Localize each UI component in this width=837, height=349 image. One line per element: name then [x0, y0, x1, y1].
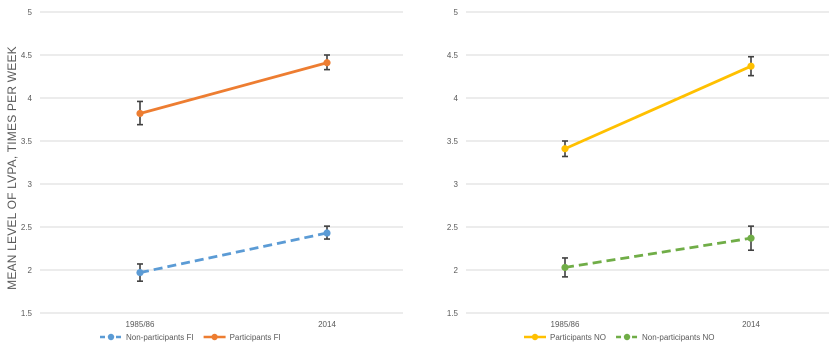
series-line	[139, 61, 328, 115]
y-tick-label: 4.5	[21, 51, 33, 60]
data-point	[561, 145, 569, 153]
legend-marker	[211, 333, 218, 341]
x-tick-label: 1985/86	[551, 320, 580, 329]
chart-finland: 1.5 2 2.5 3 3.5 4 4.5 5 1985/86 2014 Non-participa…	[21, 8, 403, 342]
y-tick-label: 3.5	[21, 137, 33, 146]
y-tick-label: 3	[454, 180, 459, 189]
y-tick-label: 2.5	[447, 223, 459, 232]
y-tick-label: 4	[28, 94, 33, 103]
series-line	[139, 231, 328, 274]
x-tick-label: 2014	[742, 320, 760, 329]
legend-label: Participants FI	[230, 333, 281, 342]
y-tick-label: 2	[454, 266, 459, 275]
data-point	[561, 263, 569, 272]
legend-marker	[623, 333, 631, 341]
y-tick-label: 2.5	[21, 223, 33, 232]
y-tick-label: 3.5	[447, 137, 459, 146]
legend-label: Non-participants NO	[642, 333, 714, 342]
y-tick-label: 5	[28, 8, 33, 17]
y-tick-label: 4	[454, 94, 459, 103]
legend-label: Non-participants FI	[126, 333, 194, 342]
data-point	[747, 234, 755, 242]
legend-label: Participants NO	[550, 333, 606, 342]
series-line	[564, 64, 752, 151]
y-tick-label: 1.5	[21, 309, 33, 318]
x-tick-label: 2014	[318, 320, 336, 329]
series-line	[564, 236, 752, 269]
data-point	[747, 62, 755, 70]
y-tick-label: 4.5	[447, 51, 459, 60]
y-tick-label: 3	[28, 180, 33, 189]
chart-norway: 1.5 2 2.5 3 3.5 4 4.5 5 1985/86 2014 Participants …	[447, 8, 829, 342]
y-tick-label: 2	[28, 266, 33, 275]
data-point	[323, 229, 331, 237]
legend-marker	[107, 333, 115, 341]
legend-marker	[531, 333, 539, 341]
data-point	[323, 59, 331, 67]
data-point	[136, 268, 144, 277]
y-axis-label: MEAN LEVEL OF LVPA, TIMES PER WEEK	[5, 46, 19, 290]
y-tick-label: 1.5	[447, 309, 459, 318]
y-tick-label: 5	[454, 8, 459, 17]
data-point	[136, 109, 144, 118]
x-tick-label: 1985/86	[126, 320, 155, 329]
